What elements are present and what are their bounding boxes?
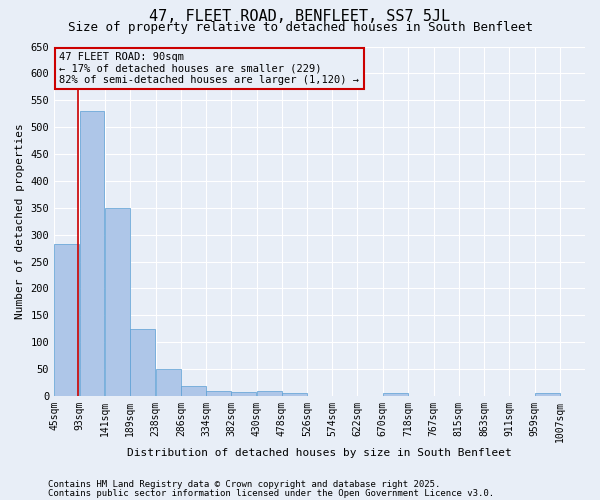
- X-axis label: Distribution of detached houses by size in South Benfleet: Distribution of detached houses by size …: [127, 448, 512, 458]
- Text: 47 FLEET ROAD: 90sqm
← 17% of detached houses are smaller (229)
82% of semi-deta: 47 FLEET ROAD: 90sqm ← 17% of detached h…: [59, 52, 359, 85]
- Bar: [54, 244, 79, 396]
- Bar: [232, 392, 256, 396]
- Text: Size of property relative to detached houses in South Benfleet: Size of property relative to detached ho…: [67, 21, 533, 34]
- Bar: [80, 111, 104, 396]
- Text: Contains HM Land Registry data © Crown copyright and database right 2025.: Contains HM Land Registry data © Crown c…: [48, 480, 440, 489]
- Bar: [206, 390, 231, 396]
- Bar: [383, 394, 408, 396]
- Bar: [282, 394, 307, 396]
- Bar: [257, 390, 281, 396]
- Y-axis label: Number of detached properties: Number of detached properties: [15, 124, 25, 319]
- Bar: [535, 394, 560, 396]
- Bar: [181, 386, 206, 396]
- Bar: [105, 208, 130, 396]
- Text: Contains public sector information licensed under the Open Government Licence v3: Contains public sector information licen…: [48, 488, 494, 498]
- Bar: [156, 369, 181, 396]
- Bar: [130, 329, 155, 396]
- Text: 47, FLEET ROAD, BENFLEET, SS7 5JL: 47, FLEET ROAD, BENFLEET, SS7 5JL: [149, 9, 451, 24]
